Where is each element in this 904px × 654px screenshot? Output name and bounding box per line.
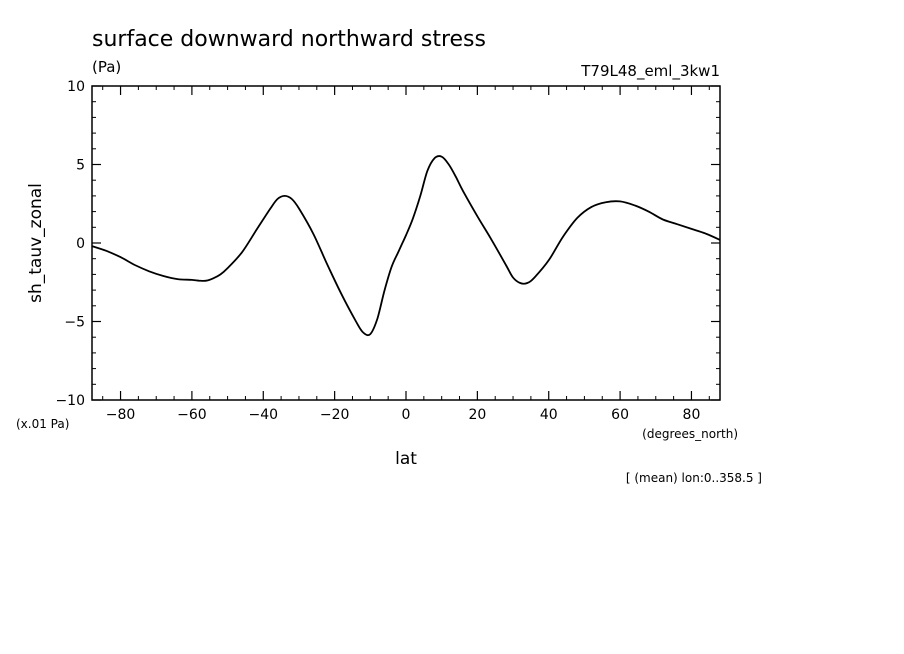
- run-label: T79L48_eml_3kw1: [580, 62, 720, 81]
- y-tick-label: 5: [76, 158, 85, 174]
- chart-title: surface downward northward stress: [92, 27, 486, 52]
- x-tick-label: 80: [683, 407, 701, 423]
- x-axis-label: lat: [395, 449, 417, 469]
- y-scale-note: (x.01 Pa): [16, 417, 69, 431]
- y-tick-label: 0: [76, 236, 85, 252]
- x-tick-label: −20: [320, 407, 350, 423]
- x-tick-label: 0: [402, 407, 411, 423]
- y-axis: −10 −5 0 5 10: [55, 79, 720, 409]
- chart-units: (Pa): [92, 58, 121, 76]
- x-tick-label: 60: [611, 407, 629, 423]
- y-tick-label: −5: [64, 315, 85, 331]
- x-tick-label: 20: [468, 407, 486, 423]
- x-tick-label: −80: [106, 407, 136, 423]
- x-axis: −80 −60 −40 −20 0 20 40 60 80: [106, 86, 701, 423]
- footnote: [ (mean) lon:0..358.5 ]: [626, 471, 762, 485]
- y-axis-label: sh_tauv_zonal: [26, 183, 46, 303]
- x-tick-label: −60: [177, 407, 207, 423]
- series-line: [91, 155, 721, 337]
- plot-frame: [91, 85, 721, 401]
- y-tick-label: 10: [67, 79, 85, 95]
- y-tick-label: −10: [55, 393, 85, 409]
- x-units-label: (degrees_north): [642, 427, 738, 441]
- x-tick-label: −40: [248, 407, 278, 423]
- x-tick-label: 40: [540, 407, 558, 423]
- minor-ticks: [92, 86, 720, 400]
